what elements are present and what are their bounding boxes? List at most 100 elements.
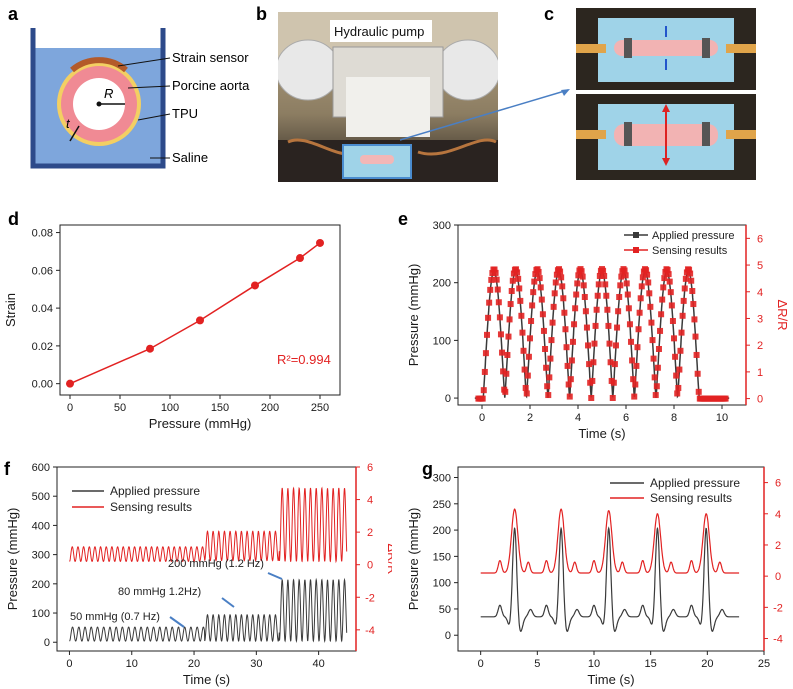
- y-tick-label: 100: [32, 608, 50, 620]
- sensing-result-marker: [504, 351, 511, 358]
- y2-tick-label: -2: [773, 602, 783, 614]
- sensing-result-marker: [492, 269, 499, 276]
- x-tick-label: 100: [161, 402, 179, 414]
- sensing-result-marker: [500, 368, 507, 375]
- vessel-photo-expanded: [576, 94, 756, 180]
- sensing-result-marker: [590, 359, 597, 366]
- sensing-result-marker: [681, 285, 688, 292]
- sensing-result-marker: [579, 273, 586, 280]
- sensing-result-marker: [505, 333, 512, 340]
- sensing-result-marker: [509, 277, 516, 284]
- sensing-result-marker: [525, 353, 532, 360]
- sensing-result-marker: [649, 337, 656, 344]
- x-tick-label: 0: [479, 412, 485, 424]
- annotation-200mmhg: 200 mmHg (1.2 Hz): [168, 558, 264, 570]
- sensing-result-marker: [692, 333, 699, 340]
- sensing-result-marker: [518, 312, 525, 319]
- sensing-result-marker: [674, 390, 681, 397]
- sensing-result-marker: [487, 286, 494, 293]
- sensing-result-marker: [494, 286, 501, 293]
- x-tick-label: 0: [478, 658, 484, 670]
- sensing-result-marker: [581, 294, 588, 301]
- sensing-result-marker: [622, 272, 629, 279]
- sensing-result-marker: [633, 362, 640, 369]
- sensing-result-marker: [665, 271, 672, 278]
- strain-sensor-arc: [70, 57, 128, 73]
- sensing-result-marker: [614, 324, 621, 331]
- y2-tick-label: 4: [757, 287, 763, 299]
- sensing-result-marker: [675, 384, 682, 391]
- y-tick-label: 600: [32, 462, 50, 474]
- x-tick-label: 20: [701, 658, 713, 670]
- label-t: t: [66, 116, 71, 131]
- sensing-result-marker: [650, 355, 657, 362]
- y2-tick-label: -2: [365, 592, 375, 604]
- y2-tick-label: 5: [757, 260, 763, 272]
- strain-data-point: [316, 238, 324, 247]
- sensing-result-marker: [542, 345, 549, 352]
- sensing-result-marker: [583, 324, 590, 331]
- sensing-result-marker: [634, 344, 641, 351]
- x-axis-label: Time (s): [183, 672, 230, 687]
- sensing-result-marker: [679, 312, 686, 319]
- sensing-result-marker: [624, 291, 631, 298]
- sensing-result-marker: [526, 335, 533, 342]
- annotation-80mmhg: 80 mmHg 1.2Hz): [118, 586, 201, 598]
- sensing-result-marker: [516, 285, 523, 292]
- sensing-result-marker: [547, 355, 554, 362]
- sensing-result-marker: [589, 377, 596, 384]
- sensing-result-marker: [571, 321, 578, 328]
- panel-letter-e: e: [398, 209, 408, 229]
- legend-label-pressure: Applied pressure: [652, 230, 735, 242]
- x-tick-label: 10: [126, 658, 138, 670]
- x-tick-label: 2: [527, 412, 533, 424]
- x-tick-label: 50: [114, 402, 126, 414]
- sensing-result-marker: [606, 340, 613, 347]
- sensing-result-marker: [496, 314, 503, 321]
- sensing-result-marker: [479, 395, 486, 402]
- series-applied-pressure: [69, 577, 348, 644]
- sensing-result-marker: [546, 374, 553, 381]
- sensing-result-marker: [595, 281, 602, 288]
- sensing-result-marker: [480, 387, 487, 394]
- sensing-result-marker: [575, 272, 582, 279]
- legend-label-sensing: Sensing results: [652, 245, 728, 257]
- sensing-result-marker: [548, 337, 555, 344]
- sensing-result-marker: [568, 357, 575, 364]
- sensing-result-marker: [482, 350, 489, 357]
- sensing-result-marker: [601, 272, 608, 279]
- sensing-result-marker: [537, 284, 544, 291]
- y2-tick-label: 2: [775, 540, 781, 552]
- panel-letter-f: f: [4, 459, 11, 479]
- sensing-result-marker: [531, 278, 538, 285]
- strain-data-point: [296, 254, 304, 263]
- sensing-result-marker: [676, 366, 683, 373]
- sensing-result-marker: [626, 321, 633, 328]
- y-tick-label: 0.04: [32, 303, 53, 315]
- label-R: R: [104, 86, 113, 101]
- sensing-result-marker: [607, 359, 614, 366]
- sensing-result-marker: [600, 267, 607, 274]
- plot-frame: [59, 224, 341, 396]
- sensing-result-marker: [545, 392, 552, 399]
- sensing-result-marker: [578, 268, 585, 275]
- y-tick-label: 200: [32, 579, 50, 591]
- sensing-result-marker: [528, 318, 535, 325]
- y-tick-label: 50: [439, 604, 451, 616]
- sensing-result-marker: [639, 274, 646, 281]
- sensing-result-marker: [658, 311, 665, 318]
- sensing-result-marker: [588, 394, 595, 401]
- y-tick-label: 200: [433, 278, 451, 290]
- sensing-result-marker: [488, 276, 495, 283]
- x-tick-label: 150: [211, 402, 229, 414]
- y2-tick-label: 6: [757, 233, 763, 245]
- sensing-result-marker: [615, 308, 622, 315]
- y2-axis-label: ΔR/R: [775, 299, 790, 330]
- sensing-result-marker: [550, 303, 557, 310]
- vessel-photo-contracted: [576, 8, 756, 90]
- sensing-result-marker: [551, 290, 558, 297]
- sensing-result-marker: [688, 277, 695, 284]
- sensing-result-marker: [602, 281, 609, 288]
